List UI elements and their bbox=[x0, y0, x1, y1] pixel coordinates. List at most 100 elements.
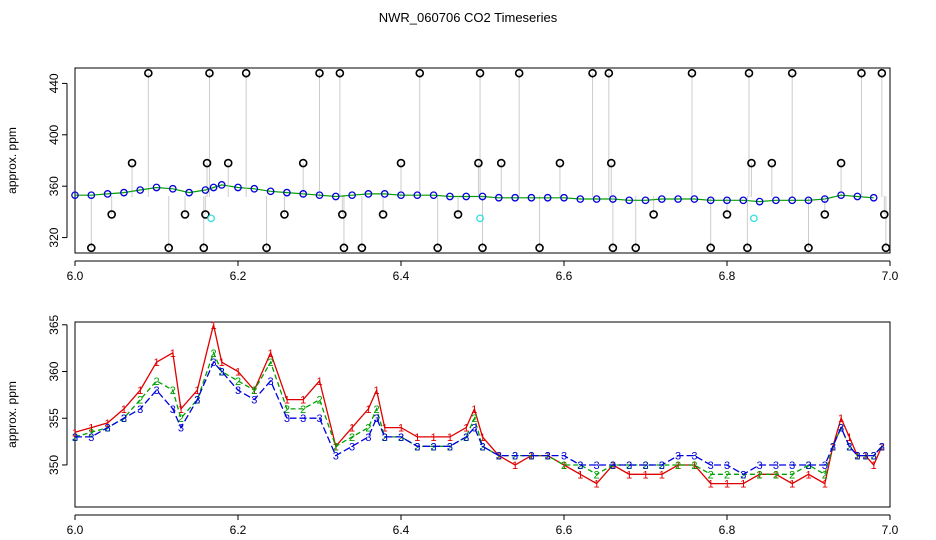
series-1-point: 1 bbox=[349, 423, 355, 435]
data-point bbox=[185, 188, 193, 197]
flagged-point bbox=[535, 243, 544, 253]
series-1-point: 1 bbox=[528, 451, 534, 463]
series-3-point: 3 bbox=[594, 460, 600, 472]
series-1-point: 1 bbox=[724, 479, 730, 491]
series-1-point: 1 bbox=[333, 441, 339, 453]
series-3-point: 3 bbox=[561, 451, 567, 463]
series-3-point: 3 bbox=[740, 469, 746, 481]
flagged-point bbox=[877, 68, 887, 78]
flagged-point bbox=[743, 243, 752, 253]
flagged-point bbox=[804, 243, 813, 253]
series-3-point: 3 bbox=[170, 404, 176, 416]
series-3-point: 3 bbox=[854, 451, 860, 463]
series-3-point: 3 bbox=[153, 385, 159, 397]
series-2-point: 2 bbox=[235, 376, 241, 388]
series-2-point: 2 bbox=[757, 469, 763, 481]
data-point bbox=[209, 183, 218, 192]
data-point bbox=[283, 188, 291, 197]
flagged-point bbox=[164, 243, 174, 253]
series-2-point: 2 bbox=[822, 469, 828, 481]
flagged-point bbox=[262, 243, 271, 253]
series-2-point: 2 bbox=[153, 376, 159, 388]
series-3-point: 3 bbox=[210, 357, 216, 369]
series-2-point: 2 bbox=[846, 441, 852, 453]
series-2-point: 2 bbox=[349, 432, 355, 444]
series-1-point: 1 bbox=[496, 451, 502, 463]
flagged-point bbox=[433, 243, 442, 253]
series-1-point: 1 bbox=[838, 413, 844, 425]
flagged-point bbox=[514, 68, 524, 78]
y-tick-label: 355 bbox=[47, 408, 61, 428]
series-2-point: 2 bbox=[675, 460, 681, 472]
series-1-point: 1 bbox=[382, 423, 388, 435]
series-2-point: 2 bbox=[121, 413, 127, 425]
data-point bbox=[820, 195, 829, 203]
series-1-point: 1 bbox=[431, 432, 437, 444]
flagged-point bbox=[453, 210, 463, 219]
series-2-point: 2 bbox=[170, 385, 176, 397]
series-2-point: 2 bbox=[471, 413, 477, 425]
series-3-point: 3 bbox=[471, 423, 477, 435]
series-1-point: 1 bbox=[659, 469, 665, 481]
series-1-line bbox=[74, 324, 883, 485]
data-point bbox=[543, 193, 552, 202]
series-1-point: 1 bbox=[365, 404, 371, 416]
flagged-point bbox=[604, 68, 614, 78]
series-1-point: 1 bbox=[545, 451, 551, 463]
series-2-point: 2 bbox=[414, 441, 420, 453]
flagged-point bbox=[199, 243, 209, 253]
series-2-point: 2 bbox=[691, 460, 697, 472]
data-point bbox=[331, 192, 340, 201]
data-point bbox=[657, 195, 666, 203]
x-tick-label: 6.8 bbox=[719, 523, 736, 537]
series-3-point: 3 bbox=[610, 460, 616, 472]
series-3-point: 3 bbox=[708, 460, 714, 472]
series-1-point: 1 bbox=[447, 432, 453, 444]
series-3-point: 3 bbox=[757, 460, 763, 472]
data-point bbox=[706, 196, 715, 205]
series-3-point: 3 bbox=[545, 451, 551, 463]
series-1-point: 1 bbox=[805, 469, 811, 481]
flagged-point bbox=[857, 68, 866, 78]
flagged-point bbox=[298, 158, 308, 168]
series-3-point: 3 bbox=[72, 432, 78, 444]
flagged-point bbox=[881, 243, 891, 253]
x-tick-label: 6.0 bbox=[67, 269, 84, 283]
series-2-point: 2 bbox=[210, 348, 216, 360]
series-2-point: 2 bbox=[300, 404, 306, 416]
series-1-point: 1 bbox=[854, 451, 860, 463]
series-1-point: 1 bbox=[879, 441, 885, 453]
data-point bbox=[755, 197, 764, 206]
series-1-point: 1 bbox=[284, 395, 290, 407]
data-point bbox=[527, 193, 536, 202]
y-tick-label: 360 bbox=[47, 176, 61, 196]
series-3-point: 3 bbox=[284, 413, 290, 425]
data-point bbox=[723, 196, 731, 205]
series-3-point: 3 bbox=[642, 460, 648, 472]
series-2-point: 2 bbox=[854, 451, 860, 463]
data-point bbox=[299, 190, 308, 198]
series-3-point: 3 bbox=[268, 376, 274, 388]
series-3-point: 3 bbox=[235, 385, 241, 397]
series-3-point: 3 bbox=[463, 432, 469, 444]
series-1-point: 1 bbox=[610, 460, 616, 472]
series-3-point: 3 bbox=[577, 460, 583, 472]
y-axis-label: approx. ppm bbox=[5, 127, 19, 194]
series-2-point: 2 bbox=[496, 451, 502, 463]
series-3-point: 3 bbox=[349, 441, 355, 453]
flagged-point bbox=[747, 158, 756, 168]
series-2-line bbox=[74, 351, 883, 476]
flagged-point bbox=[767, 158, 777, 168]
series-2-point: 2 bbox=[659, 460, 665, 472]
series-2-point: 2 bbox=[740, 469, 746, 481]
flagged-point bbox=[820, 210, 830, 219]
series-3-point: 3 bbox=[838, 423, 844, 435]
data-point bbox=[348, 191, 356, 200]
data-point bbox=[71, 191, 79, 200]
flagged-point bbox=[555, 158, 565, 168]
series-2-point: 2 bbox=[805, 460, 811, 472]
flagged-point bbox=[339, 243, 349, 253]
data-point bbox=[625, 196, 634, 205]
x-tick-label: 7.0 bbox=[882, 523, 899, 537]
data-point bbox=[136, 186, 145, 194]
